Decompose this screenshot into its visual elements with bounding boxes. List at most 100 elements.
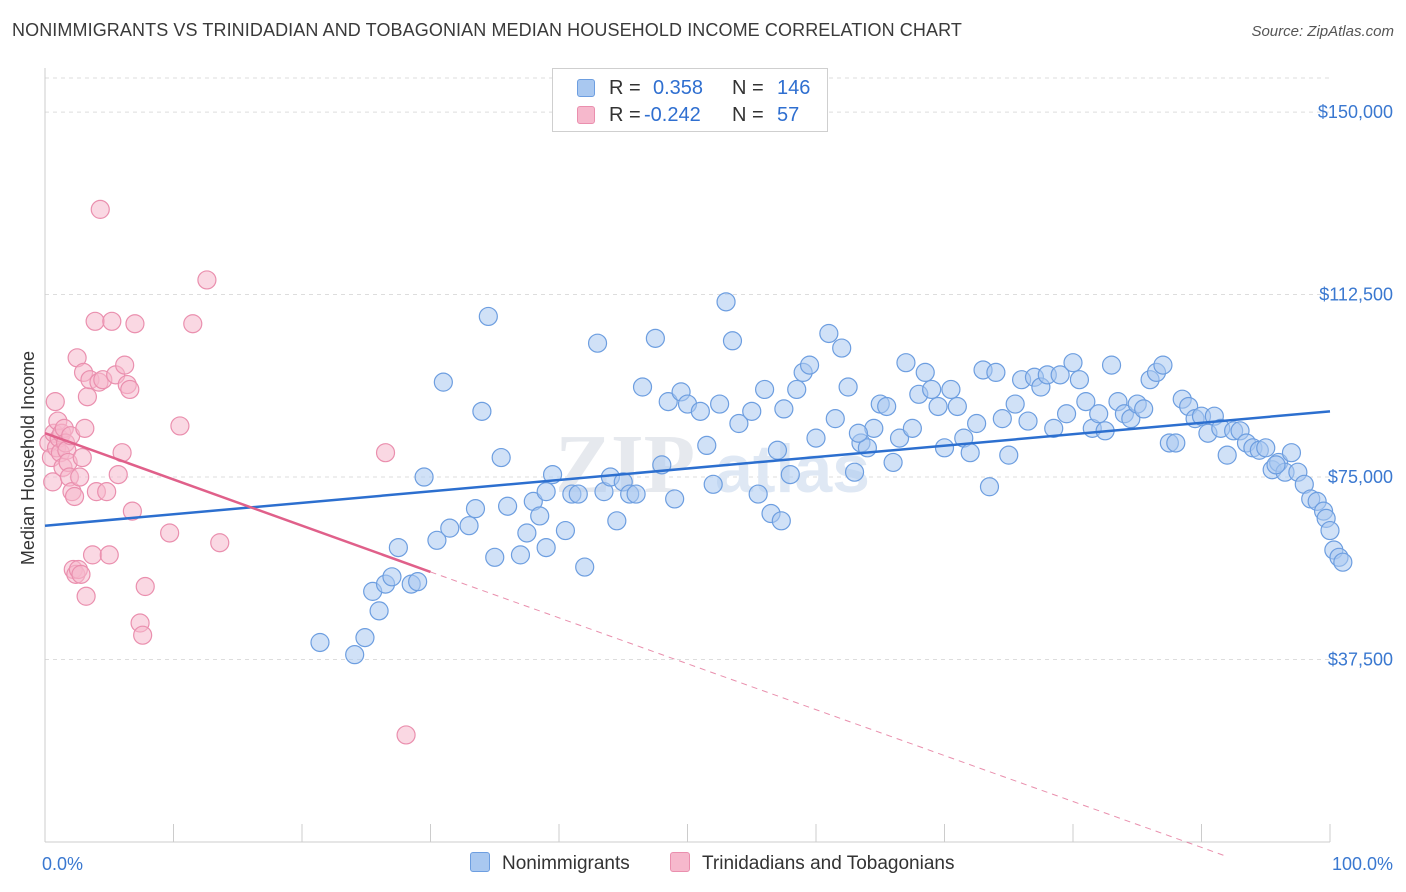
y-tick-label: $37,500: [1328, 650, 1393, 670]
nonimmigrant-point: [825, 409, 845, 429]
legend-n-label: N =: [732, 104, 764, 126]
trinidadian-point: [120, 379, 140, 400]
nonimmigrant-point: [844, 462, 865, 482]
nonimmigrant-point: [889, 428, 910, 448]
points-layer: [39, 199, 1353, 745]
nonimmigrant-point: [915, 362, 935, 383]
trinidadian-point: [122, 501, 142, 521]
nonimmigrant-point: [440, 518, 460, 538]
chart-source: Source: ZipAtlas.com: [1251, 23, 1394, 40]
nonimmigrant-point: [665, 489, 685, 509]
nonimmigrant-point: [382, 567, 402, 587]
bottom-legend-label: Nonimmigrants: [502, 853, 630, 874]
legend-r-label: R =: [609, 77, 641, 99]
trinidadians-trend-line: [44, 432, 431, 574]
trinidadian-point: [82, 545, 103, 565]
legend-n-value: 146: [777, 77, 811, 99]
trinidadian-point: [133, 625, 153, 645]
trinidadian-point: [64, 486, 85, 507]
nonimmigrant-point: [722, 331, 743, 351]
y-tick-label: $75,000: [1328, 467, 1393, 487]
nonimmigrant-point: [896, 353, 916, 373]
nonimmigrant-point: [369, 601, 389, 621]
trinidadian-point: [71, 564, 91, 584]
nonimmigrant-point: [742, 401, 762, 421]
labels-layer: $37,500 $75,000 $112,500 $150,000 0.0% 100.0%…: [18, 102, 1393, 874]
nonimmigrant-point: [934, 438, 955, 458]
x-tick-label: 100.0%: [1332, 854, 1393, 874]
trinidadian-point: [72, 447, 92, 468]
trinidadian-point: [76, 586, 96, 606]
nonimmigrant-point: [947, 396, 967, 417]
legend-r-value: -0.242: [644, 104, 701, 126]
nonimmigrant-point: [587, 333, 608, 353]
nonimmigrant-point: [806, 428, 826, 448]
nonimmigrant-point: [774, 399, 794, 419]
nonimmigrant-point: [848, 423, 869, 443]
y-tick-label: $150,000: [1318, 102, 1393, 122]
nonimmigrant-point: [645, 328, 665, 348]
nonimmigrant-point: [632, 377, 653, 397]
nonimmigrant-point: [1005, 394, 1025, 414]
y-tick-label: $112,500: [1319, 285, 1393, 305]
nonimmigrant-point: [575, 557, 595, 577]
nonimmigrant-point: [1069, 370, 1090, 390]
trinidadian-point: [183, 314, 203, 334]
nonimmigrant-point: [999, 445, 1019, 465]
legend-swatch-blue: [577, 79, 595, 97]
trinidadian-point: [70, 467, 90, 487]
trinidadian-point: [90, 199, 110, 219]
trinidadian-point: [75, 418, 95, 438]
nonimmigrant-point: [626, 484, 646, 504]
nonimmigrant-point: [697, 435, 717, 456]
nonimmigrant-point: [703, 474, 723, 494]
trinidadian-point: [102, 311, 122, 331]
nonimmigrant-point: [992, 409, 1012, 429]
nonimmigrant-point: [883, 452, 903, 473]
nonimmigrant-point: [485, 547, 505, 567]
nonimmigrant-point: [1089, 404, 1109, 424]
trinidadians-trend-extension: [430, 571, 1228, 858]
nonimmigrant-point: [465, 499, 486, 519]
trinidadian-point: [85, 311, 105, 331]
nonimmigrants-trend-line: [44, 410, 1331, 527]
nonimmigrant-point: [414, 467, 434, 487]
nonimmigrant-point: [819, 323, 839, 344]
trinidadian-point: [135, 576, 155, 597]
trinidadian-point: [210, 533, 230, 553]
nonimmigrant-point: [979, 477, 1000, 497]
trinidadian-point: [160, 523, 180, 543]
nonimmigrant-point: [408, 572, 428, 592]
nonimmigrant-point: [780, 464, 800, 485]
legend-r-label: R =: [609, 104, 641, 126]
nonimmigrant-point: [690, 401, 710, 421]
trinidadian-point: [170, 416, 190, 436]
nonimmigrant-point: [478, 306, 498, 327]
nonimmigrant-point: [388, 537, 408, 558]
legend-r-value: 0.358: [653, 77, 704, 99]
nonimmigrant-point: [310, 632, 330, 653]
nonimmigrant-point: [710, 394, 730, 414]
nonimmigrant-point: [472, 401, 492, 421]
nonimmigrant-point: [941, 379, 961, 400]
trinidadian-point: [197, 270, 217, 290]
nonimmigrant-point: [530, 506, 550, 526]
nonimmigrant-point: [427, 530, 447, 550]
trinidadian-point: [45, 392, 65, 412]
nonimmigrant-point: [1333, 552, 1353, 572]
trinidadian-point: [77, 387, 98, 407]
nonimmigrant-point: [967, 413, 987, 434]
nonimmigrant-point: [1217, 445, 1237, 465]
nonimmigrant-point: [433, 372, 453, 392]
nonimmigrant-point: [754, 379, 775, 400]
nonimmigrant-point: [771, 511, 791, 531]
nonimmigrant-point: [355, 628, 375, 648]
nonimmigrant-point: [510, 545, 531, 565]
legend-swatch-pink: [577, 106, 595, 124]
nonimmigrant-point: [1018, 411, 1038, 431]
legend-n-label: N =: [732, 77, 764, 99]
nonimmigrant-point: [1056, 404, 1077, 424]
nonimmigrant-point: [1101, 355, 1122, 375]
trinidadian-point: [99, 545, 119, 565]
